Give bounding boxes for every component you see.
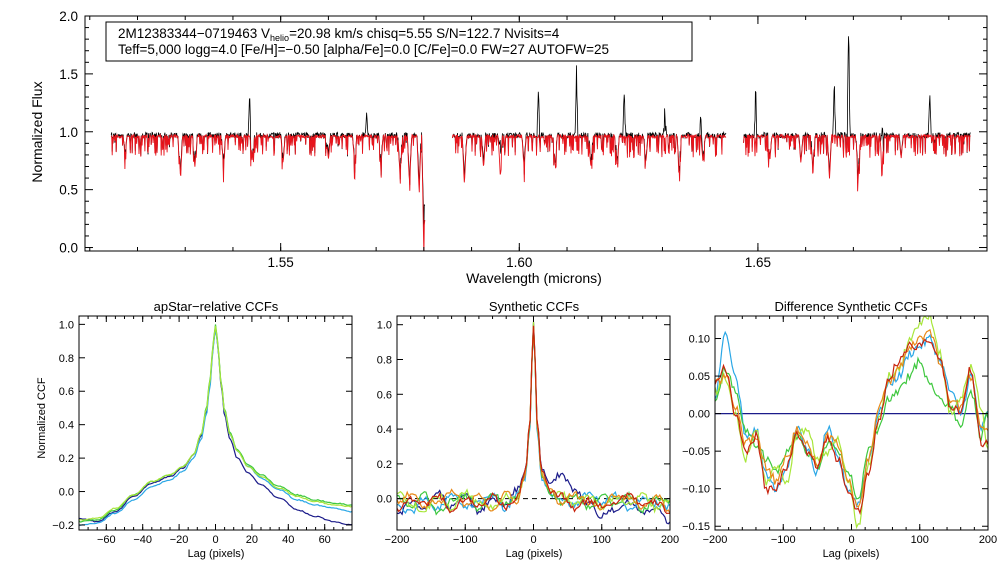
difference_ccf-x-tick-label: −100 <box>771 534 796 546</box>
synthetic_ccf-x-tick-label: −200 <box>385 534 410 546</box>
synthetic_ccf-y-tick-label: 1.0 <box>377 320 392 332</box>
apstar_ccf-y-tick-label: 0.4 <box>59 420 74 432</box>
apstar_ccf-series-visit-3 <box>79 325 352 521</box>
spectrum-plot-area <box>110 36 971 251</box>
apstar_ccf-x-tick-label: 0 <box>212 534 218 546</box>
vhelio-label: V <box>261 26 270 41</box>
spectrum-y-tick-label: 1.5 <box>59 67 78 82</box>
synthetic_ccf-series-visit-2 <box>397 324 670 516</box>
difference_ccf-y-tick-label: 0.05 <box>689 371 710 383</box>
difference-ccf-x-label: Lag (pixels) <box>823 548 880 560</box>
apstar_ccf-y-tick-label: 0.8 <box>59 353 74 365</box>
annotation-line-1-rest: =20.98 km/s chisq=5.55 S/N=122.7 Nvisits… <box>289 26 560 41</box>
apstar_ccf-series-combined <box>79 326 352 526</box>
difference_ccf-y-tick-label: −0.10 <box>682 484 710 496</box>
synthetic_ccf-x-tick-label: 0 <box>530 534 536 546</box>
synthetic_ccf-y-tick-label: 0.0 <box>377 494 392 506</box>
spectrum-y-tick-label: 2.0 <box>59 9 78 24</box>
difference_ccf-frame <box>714 315 989 531</box>
observed-spectrum-chip-1 <box>110 98 426 229</box>
apstar_ccf-y-tick-label: 0.0 <box>59 487 74 499</box>
difference_ccf-x-tick-label: 100 <box>911 534 929 546</box>
difference_ccf-y-tick-label: −0.15 <box>682 521 710 533</box>
difference_ccf-y-tick-label: 0.00 <box>689 409 710 421</box>
apstar_ccf-x-tick-label: 20 <box>246 534 258 546</box>
spectrum-x-tick-label: 1.60 <box>506 255 532 270</box>
annotation-line-2: Teff=5,000 logg=4.0 [Fe/H]=−0.50 [alpha/… <box>118 42 609 57</box>
synthetic-ccf-title: Synthetic CCFs <box>489 299 580 314</box>
apstar_ccf-y-tick-label: 0.2 <box>59 453 74 465</box>
apstar-ccf-x-label: Lag (pixels) <box>188 548 245 560</box>
apstar_ccf-y-tick-label: 0.6 <box>59 386 74 398</box>
difference_ccf-x-tick-label: 0 <box>848 534 854 546</box>
spectrum-ticks: 1.55 1.60 1.65 0.0 0.5 1.0 1.5 2.0 <box>59 9 987 270</box>
synthetic_ccf-lines <box>397 321 670 525</box>
synthetic_ccf-y-tick-label: 0.4 <box>377 424 392 436</box>
synthetic_ccf-y-tick-label: 0.8 <box>377 354 392 366</box>
apstar_ccf-x-tick-label: 60 <box>319 534 331 546</box>
synthetic_ccf-series-visit-3 <box>397 321 670 514</box>
spectrum-x-tick-label: 1.55 <box>268 255 294 270</box>
apstar-ccf-panel: apStar−relative CCFs Lag (pixels) Normal… <box>36 299 353 560</box>
difference_ccf-series-visit-5 <box>715 338 988 516</box>
observed-spectrum-chip-2 <box>452 65 727 177</box>
spectrum-y-tick-label: 0.0 <box>59 241 78 256</box>
apstar-ccf-title: apStar−relative CCFs <box>154 299 279 314</box>
synthetic_ccf-x-tick-label: 200 <box>661 534 679 546</box>
apstar_ccf-x-tick-label: −40 <box>133 534 152 546</box>
synthetic_ccf-x-tick-label: −100 <box>453 534 478 546</box>
apstar_ccf-lines <box>79 324 352 526</box>
spectrum-y-tick-label: 1.0 <box>59 125 78 140</box>
apstar_ccf-x-tick-label: −20 <box>170 534 189 546</box>
synthetic_ccf-y-tick-label: 0.6 <box>377 389 392 401</box>
spectrum-annotation-box: 2M12383344−0719463 Vhelio=20.98 km/s chi… <box>105 21 693 62</box>
star-id: 2M12383344−0719463 <box>118 26 257 41</box>
difference-ccf-title: Difference Synthetic CCFs <box>775 299 928 314</box>
annotation-frame <box>105 21 693 62</box>
apstar_ccf-y-tick-label: −0.2 <box>52 520 74 532</box>
spectrum-y-axis-label: Normalized Flux <box>29 81 45 182</box>
difference_ccf-y-tick-label: −0.05 <box>682 446 710 458</box>
model-spectrum-chip-1 <box>110 133 426 251</box>
apstar_ccf-y-tick-label: 1.0 <box>59 319 74 331</box>
model-spectrum-chip-2 <box>452 133 727 183</box>
annotation-line-1: 2M12383344−0719463 Vhelio=20.98 km/s chi… <box>118 26 560 43</box>
apstar_ccf-x-tick-label: −60 <box>97 534 116 546</box>
model-spectrum-chip-3 <box>743 133 971 192</box>
apstar_ccf-series-visit-1 <box>79 327 352 526</box>
difference_ccf-x-tick-label: −200 <box>703 534 728 546</box>
synthetic_ccf-series-visit-5 <box>397 325 670 515</box>
synthetic-ccf-x-label: Lag (pixels) <box>506 548 563 560</box>
spectrum-x-axis-label: Wavelength (microns) <box>466 270 602 286</box>
synthetic_ccf-x-tick-label: 100 <box>593 534 611 546</box>
spectrum-frame <box>84 15 988 252</box>
synthetic_ccf-series-visit-4 <box>397 325 670 514</box>
difference_ccf-series-visit-4 <box>715 328 988 509</box>
synthetic-ccf-panel: Synthetic CCFs Lag (pixels) −200 −100 0 100… <box>377 299 679 560</box>
spectrum-x-tick-label: 1.65 <box>745 255 771 270</box>
spectrum-y-tick-label: 0.5 <box>59 183 78 198</box>
difference-ccf-panel: Difference Synthetic CCFs Lag (pixels) −… <box>682 299 997 560</box>
vhelio-subscript: helio <box>270 33 289 43</box>
spectrum-panel: 1.55 1.60 1.65 0.0 0.5 1.0 1.5 2.0 2M12383344−0… <box>29 9 988 286</box>
difference_ccf-x-tick-label: 200 <box>979 534 997 546</box>
spectrum-lines <box>110 36 971 251</box>
difference_ccf-y-tick-label: 0.10 <box>689 334 710 346</box>
apstar_ccf-x-tick-label: 40 <box>282 534 294 546</box>
apstar-ccf-y-label: Normalized CCF <box>36 377 48 459</box>
synthetic_ccf-series-visit-1 <box>397 328 670 515</box>
difference_ccf-series-visit-1 <box>715 330 988 509</box>
synthetic_ccf-y-tick-label: 0.2 <box>377 459 392 471</box>
apstar_ccf-series-visit-2 <box>79 324 352 523</box>
difference_ccf-lines <box>715 316 988 530</box>
apstar_ccf-frame <box>78 315 353 531</box>
